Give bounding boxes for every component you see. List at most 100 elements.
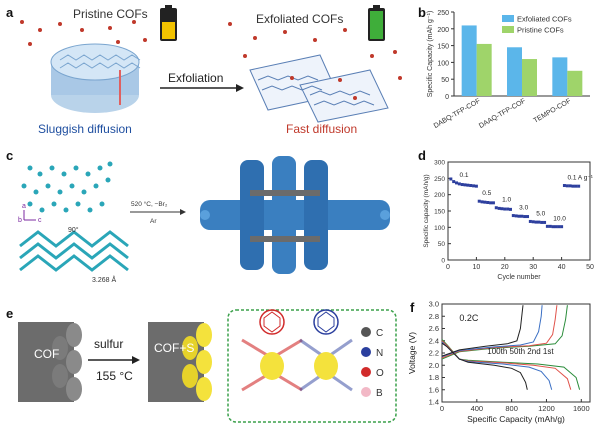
legend-label-c: C [376,328,383,339]
b-category-label: DAAQ-TFP-COF [478,98,527,130]
b-category-label: TEMPO-COF [532,98,572,125]
b-y-tick-label: 50 [441,77,449,84]
b-y-tick-label: 200 [437,27,449,34]
exfoliated-cof-sheets [249,54,389,123]
d-data-point [500,207,504,211]
d-data-point [449,177,453,181]
temperature-label: 155 °C [96,369,133,383]
legend-label-b: B [376,388,383,399]
d-data-point [463,183,467,187]
legend-dot-b [361,387,371,397]
cof-rod-bundle [18,322,82,402]
d-data-point [452,180,456,184]
d-y-tick-label: 100 [434,225,445,232]
d-data-point [457,182,461,186]
d-data-point [557,225,561,229]
f-rate-title: 0.2C [459,313,479,323]
legend-dot-c [361,327,371,337]
d-data-point [486,201,490,205]
d-data-point [574,184,578,188]
b-bar-pristine [567,70,583,96]
d-data-point [540,220,544,224]
d-data-point [460,183,464,187]
f-y-tick-label: 2.6 [429,324,439,333]
d-data-point [534,220,538,224]
d-data-point [528,219,532,223]
cof-sulfur-label: COF+S [154,341,194,355]
axis-gizmo-top [23,210,36,221]
d-data-point [545,224,549,228]
layered-chain-bottom [19,230,129,272]
f-x-tick-label: 1200 [538,404,555,413]
d-data-point [551,225,555,229]
layered-chain-top [21,161,113,213]
fast-diffusion-label: Fast diffusion [286,122,358,136]
b-legend-label: Pristine COFs [517,26,564,35]
f-y-tick-label: 3.0 [429,300,439,309]
b-bar-exfoliated [507,47,522,96]
axis-c-label: c [38,217,42,224]
panel-a-letter: a [6,5,14,20]
exfoliation-arrow-label: Exfoliation [168,71,224,85]
legend-label-o: O [376,368,384,379]
f-curve-100th-discharge [441,342,528,390]
d-rate-label: 10.0 [553,215,566,222]
b-bar-pristine [522,59,537,96]
d-data-point [565,184,569,188]
d-data-point [514,214,518,218]
b-bar-pristine [476,43,492,96]
b-bar-exfoliated [461,25,477,96]
b-y-axis-label: Specific Capacity (mAh g⁻¹) [427,11,434,98]
panel-b-letter: b [418,5,426,20]
legend-label-n: N [376,348,383,359]
panel-f-letter: f [410,300,415,315]
sulfur-label: sulfur [94,337,123,351]
d-x-tick-label: 20 [501,264,509,271]
battery-low-icon [160,5,177,41]
f-x-axis-label: Specific Capacity (mAh/g) [467,414,565,424]
f-y-tick-label: 2.0 [429,361,439,370]
f-curve-100th-charge [441,305,524,357]
axis-b-label: b [18,217,22,224]
d-data-point [477,199,481,203]
d-data-point [474,184,478,188]
b-y-tick-label: 100 [437,60,449,67]
d-x-tick-label: 30 [529,264,537,271]
d-data-point [560,225,564,229]
f-y-tick-label: 2.4 [429,336,439,345]
sluggish-diffusion-label: Sluggish diffusion [38,122,132,136]
f-x-tick-label: 0 [440,404,444,413]
d-data-point [469,184,473,188]
ion-dots [20,20,402,100]
f-x-tick-label: 800 [505,404,518,413]
d-data-point [526,215,530,219]
d-data-point [537,220,541,224]
d-data-point [506,207,510,211]
f-y-tick-label: 2.2 [429,349,439,358]
d-rate-label: 0.5 [482,190,491,197]
axis-a-label: a [22,203,26,210]
f-x-tick-label: 1600 [573,404,590,413]
cof-sulfur-rod-bundle [148,322,212,402]
f-curve-50th-charge [441,305,543,358]
d-y-tick-label: 150 [434,209,445,216]
d-x-tick-label: 10 [473,264,481,271]
d-data-point [548,224,552,228]
d-data-point [531,220,535,224]
distance-label: 3.268 Å [92,275,116,284]
panel-e-letter: e [6,306,14,321]
panel-c-letter: c [6,148,14,163]
d-y-tick-label: 200 [434,192,445,199]
d-data-point [466,183,470,187]
d-data-point [543,220,547,224]
carbon-framework-model [200,156,390,274]
b-y-tick-label: 150 [437,44,449,51]
pore-structure-right [299,309,353,392]
d-data-point [480,200,484,204]
d-data-point [511,214,515,218]
b-legend-label: Exfoliated COFs [517,15,572,24]
d-x-tick-label: 40 [558,264,566,271]
f-y-tick-label: 1.6 [429,385,439,394]
